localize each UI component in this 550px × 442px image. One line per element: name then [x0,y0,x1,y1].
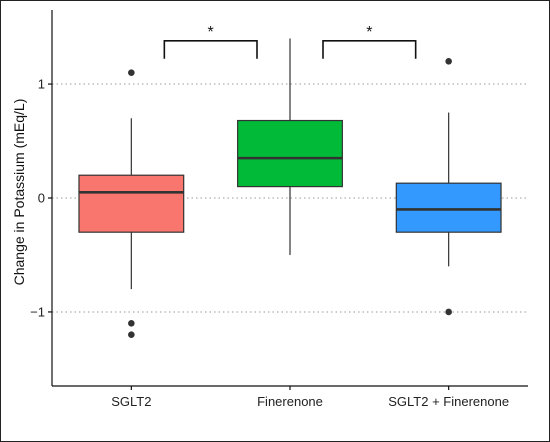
bracket-line [322,39,417,59]
box [395,182,502,233]
significance-bracket: * [322,24,417,59]
box-group [395,57,502,316]
outlier-point [128,69,135,76]
box [237,119,343,188]
axes: −1 0 1 SGLT2 Finerenone SGLT2 + Finerenone [30,10,528,409]
outlier-point [445,57,452,65]
x-tick-label: SGLT2 [111,394,151,409]
outlier-point [128,331,135,339]
boxplots [78,38,502,339]
significance-label: * [208,24,214,41]
y-axis-title: Change in Potassium (mEq/L) [11,99,27,286]
bracket-line [163,39,258,59]
x-tick-label: SGLT2 + Finerenone [388,394,509,409]
y-tick-label: 1 [38,77,45,92]
significance-bracket: * [163,24,258,59]
box [78,174,185,233]
significance-annotations: * * [163,24,417,59]
box-group [237,38,343,255]
y-tick-label: −1 [30,304,45,319]
y-tick-label: 0 [38,191,45,206]
outlier-point [445,308,452,316]
box-group [78,69,185,339]
significance-label: * [366,24,372,41]
x-tick-label: Finerenone [257,394,323,409]
outlier-point [128,320,135,327]
